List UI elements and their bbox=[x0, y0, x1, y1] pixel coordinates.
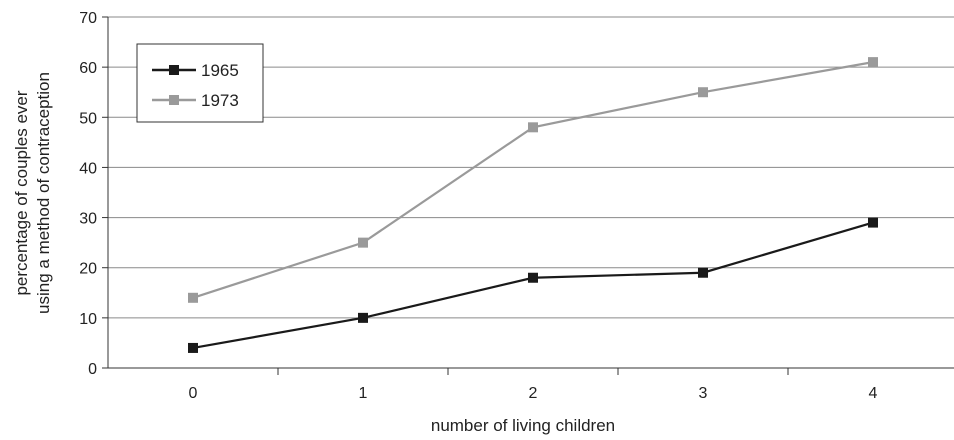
point-1973-2 bbox=[528, 122, 538, 133]
x-tick-label-3: 3 bbox=[699, 385, 708, 402]
y-tick-label-30: 30 bbox=[79, 211, 97, 228]
legend-marker-1973 bbox=[169, 95, 179, 105]
series-line-1965 bbox=[192, 221, 874, 350]
y-tick-label-40: 40 bbox=[79, 160, 97, 177]
y-axis-label-line-1: percentage of couples ever bbox=[12, 90, 31, 295]
y-axis-ticks: 0 10 20 30 40 50 60 70 bbox=[79, 10, 108, 378]
x-tick-label-0: 0 bbox=[189, 385, 198, 402]
x-tick-label-1: 1 bbox=[359, 385, 368, 402]
y-tick-label-0: 0 bbox=[88, 361, 97, 378]
legend: 1965 1973 bbox=[136, 43, 264, 123]
y-tick-label-70: 70 bbox=[79, 10, 97, 27]
series-line-1973 bbox=[192, 61, 874, 299]
axes bbox=[107, 17, 954, 369]
x-axis-ticks: 0 1 2 3 4 bbox=[189, 368, 878, 402]
point-1973-3 bbox=[698, 87, 708, 98]
point-1973-0 bbox=[188, 292, 198, 303]
point-1965-2 bbox=[528, 272, 538, 283]
legend-label-1965: 1965 bbox=[201, 61, 239, 80]
legend-box bbox=[136, 43, 264, 123]
y-axis-label-line-2: using a method of contraception bbox=[34, 72, 53, 314]
point-1965-1 bbox=[358, 312, 368, 323]
y-tick-label-50: 50 bbox=[79, 110, 97, 127]
y-tick-label-10: 10 bbox=[79, 311, 97, 328]
x-tick-label-4: 4 bbox=[869, 385, 878, 402]
legend-label-1973: 1973 bbox=[201, 91, 239, 110]
x-tick-label-2: 2 bbox=[529, 385, 538, 402]
point-1965-3 bbox=[698, 267, 708, 278]
series-group bbox=[188, 57, 878, 353]
y-tick-label-60: 60 bbox=[79, 60, 97, 77]
x-axis-label: number of living children bbox=[431, 416, 615, 435]
y-tick-label-20: 20 bbox=[79, 261, 97, 278]
point-1965-4 bbox=[868, 217, 878, 228]
point-1973-4 bbox=[868, 57, 878, 68]
point-1973-1 bbox=[358, 237, 368, 248]
point-1965-0 bbox=[188, 342, 198, 353]
legend-marker-1965 bbox=[169, 65, 179, 75]
